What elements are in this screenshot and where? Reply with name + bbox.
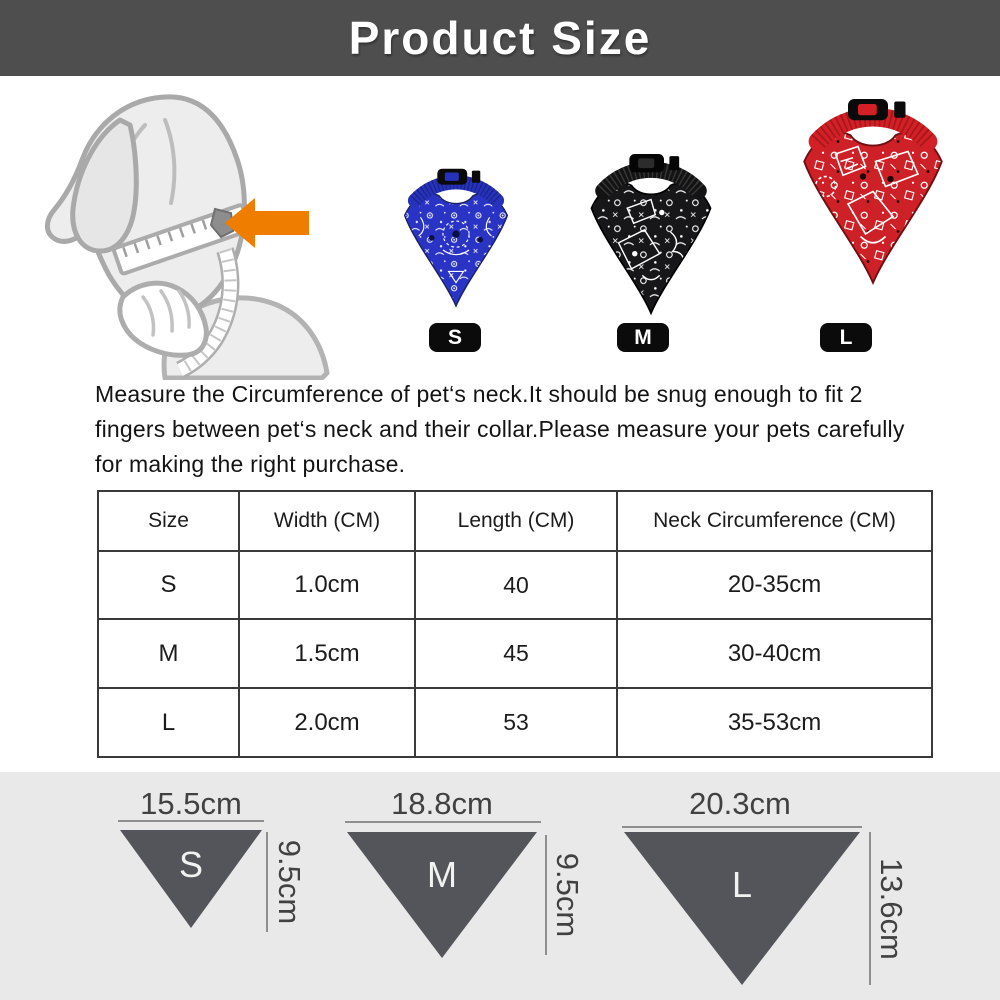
width-line-l	[622, 826, 862, 828]
size-badge-s-label: S	[447, 325, 462, 349]
dog-ear	[70, 117, 139, 254]
collar-m	[595, 161, 707, 199]
cell-size-s: S	[97, 549, 240, 621]
height-line-m	[545, 835, 547, 955]
cell-length-m: 45	[414, 618, 618, 690]
triangle-letter-l: L	[731, 864, 753, 905]
height-label-l: 13.6cm	[874, 858, 909, 960]
hand	[117, 280, 209, 358]
size-table-header-row: Size Width (CM) Length (CM) Neck Circumf…	[97, 490, 933, 552]
bandana-product-l	[803, 99, 943, 286]
triangle-s	[120, 830, 262, 928]
collar-s	[407, 175, 505, 208]
tape-buckle	[209, 207, 235, 239]
collar-buckle-l	[848, 99, 906, 121]
orange-arrow-icon	[225, 198, 309, 248]
size-badge-m-label: M	[634, 325, 652, 349]
width-label-m: 18.8cm	[391, 786, 493, 821]
cell-size-m: M	[97, 618, 240, 690]
col-header-width: Width (CM)	[238, 490, 416, 552]
size-badge-l-label: L	[839, 325, 853, 349]
triangle-l	[624, 832, 860, 985]
dimension-diagram-panel: 15.5cm S 9.5cm 18.8cm M 9.5cm 20.3cm L 1…	[0, 772, 1000, 1000]
cell-width-l: 2.0cm	[238, 687, 416, 758]
height-label-s: 9.5cm	[272, 839, 307, 925]
col-header-length: Length (CM)	[414, 490, 618, 552]
collar-buckle-s	[437, 168, 481, 185]
cell-width-s: 1.0cm	[238, 549, 416, 621]
collar-buckle-m	[629, 154, 680, 173]
page-title: Product Size	[348, 12, 652, 64]
header-bar: Product Size	[0, 0, 1000, 76]
table-row-l: L 2.0cm 53 35-53cm	[97, 687, 933, 758]
table-row-m: M 1.5cm 45 30-40cm	[97, 618, 933, 690]
cell-length-l: 53	[414, 687, 618, 758]
height-line-s	[266, 832, 268, 932]
triangle-letter-s: S	[178, 844, 203, 885]
size-badge-s: S	[429, 323, 481, 352]
col-header-neck: Neck Circumference (CM)	[616, 490, 933, 552]
measurement-instructions: Measure the Circumference of pet‘s neck.…	[95, 381, 905, 477]
measuring-tape-dangling	[175, 247, 240, 379]
height-line-l	[869, 832, 871, 985]
width-line-m	[345, 821, 541, 823]
bandana-product-m	[590, 154, 712, 316]
cell-neck-m: 30-40cm	[616, 618, 933, 690]
size-badge-m: M	[617, 323, 669, 352]
cell-size-l: L	[97, 687, 240, 758]
width-label-l: 20.3cm	[689, 786, 791, 821]
col-header-size: Size	[97, 490, 240, 552]
width-label-s: 15.5cm	[140, 786, 242, 821]
table-row-s: S 1.0cm 40 20-35cm	[97, 549, 933, 621]
triangle-letter-m: M	[427, 854, 457, 895]
bandana-product-s	[403, 168, 509, 308]
cell-width-m: 1.5cm	[238, 618, 416, 690]
size-table: Size Width (CM) Length (CM) Neck Circumf…	[97, 490, 933, 758]
cell-neck-l: 35-53cm	[616, 687, 933, 758]
cell-length-s: 40	[414, 549, 618, 621]
width-line-s	[118, 820, 264, 822]
height-label-m: 9.5cm	[550, 852, 585, 938]
collar-l	[808, 107, 938, 151]
triangle-m	[347, 832, 537, 958]
dog-measurement-illustration	[44, 94, 330, 380]
cell-neck-s: 20-35cm	[616, 549, 933, 621]
size-badge-l: L	[820, 323, 872, 352]
